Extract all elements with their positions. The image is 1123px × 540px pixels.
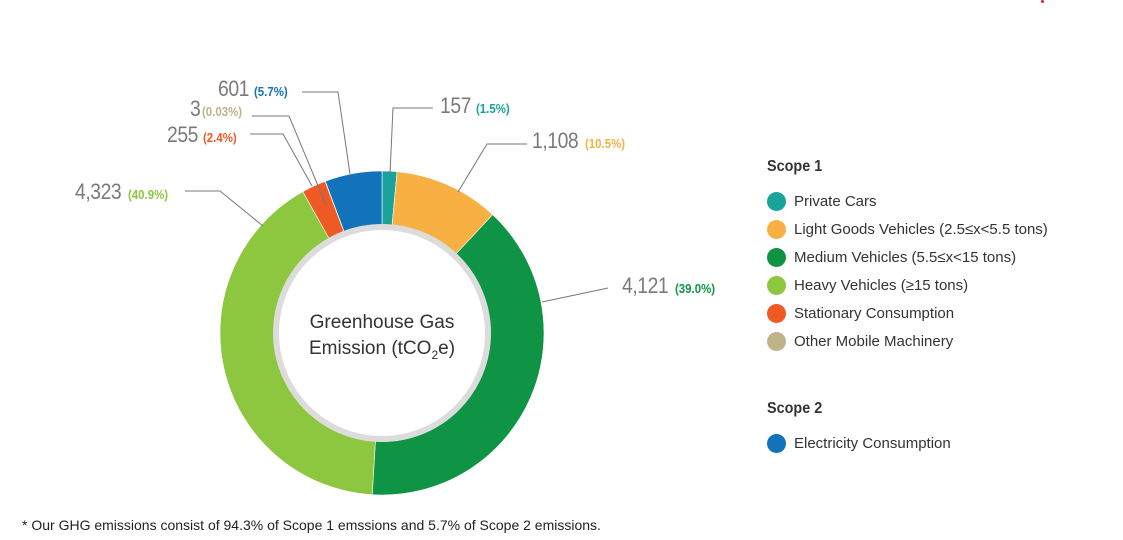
- data-label: 1,108 (10.5%): [532, 128, 631, 154]
- data-label-percent: (5.7%): [253, 84, 288, 99]
- data-label-value: 3: [190, 96, 201, 121]
- legend-label: Stationary Consumption: [794, 305, 955, 322]
- center-title-line1: Greenhouse Gas: [309, 312, 455, 333]
- legend-item: Other Mobile Machinery: [767, 323, 1048, 360]
- chart-center-title: Greenhouse Gas Emission (tCO2e): [282, 310, 482, 368]
- legend-item: Medium Vehicles (5.5≤x<15 tons): [767, 239, 1048, 276]
- leader-line: [457, 143, 527, 193]
- legend-swatch: [767, 434, 786, 453]
- leader-line: [185, 190, 264, 227]
- data-label: 3 (0.03%): [190, 96, 248, 122]
- center-title-line2: Emission (tCO2e): [308, 338, 456, 362]
- data-label-percent: (40.9%): [128, 187, 169, 202]
- legend-item: Light Goods Vehicles (2.5≤x<5.5 tons): [767, 211, 1048, 248]
- data-label-value: 157: [440, 93, 471, 118]
- legend-group-title: Scope 1: [767, 158, 823, 175]
- legend-label: Heavy Vehicles (≥15 tons): [794, 277, 969, 294]
- legend-label: Electricity Consumption: [794, 435, 951, 452]
- data-label-value: 255: [167, 122, 198, 147]
- data-label: 4,121 (39.0%): [622, 273, 721, 299]
- data-label-percent: (0.03%): [202, 104, 243, 119]
- legend-swatch: [767, 332, 786, 351]
- data-label-percent: (10.5%): [585, 136, 626, 151]
- legend-group-title: Scope 2: [767, 400, 823, 417]
- legend-swatch: [767, 276, 786, 295]
- legend-item: Heavy Vehicles (≥15 tons): [767, 267, 1048, 304]
- leader-line: [389, 107, 433, 175]
- data-label: 601 (5.7%): [218, 76, 292, 102]
- legend-label: Light Goods Vehicles (2.5≤x<5.5 tons): [794, 221, 1048, 238]
- legend-item: Electricity Consumption: [767, 425, 1048, 462]
- legend-item: Stationary Consumption: [767, 295, 1048, 332]
- data-label-value: 1,108: [532, 128, 579, 153]
- data-label-percent: (1.5%): [475, 101, 510, 116]
- leader-line: [541, 287, 609, 303]
- legend-item: Private Cars: [767, 183, 1048, 220]
- data-label: 4,323 (40.9%): [75, 179, 174, 205]
- footnote: * Our GHG emissions consist of 94.3% of …: [22, 517, 601, 533]
- data-label: 157 (1.5%): [440, 93, 514, 119]
- legend-swatch: [767, 192, 786, 211]
- leader-line: [250, 133, 313, 187]
- decorative-dot: [1041, 0, 1044, 3]
- legend-swatch: [767, 248, 786, 267]
- leader-line: [252, 115, 327, 206]
- data-label-value: 4,323: [75, 179, 122, 204]
- donut-hole: [273, 224, 491, 442]
- data-label-value: 601: [218, 76, 249, 101]
- data-label-percent: (2.4%): [202, 130, 237, 145]
- data-label-percent: (39.0%): [675, 281, 716, 296]
- legend-label: Other Mobile Machinery: [794, 333, 954, 350]
- legend-swatch: [767, 220, 786, 239]
- legend: Scope 1 Private Cars Light Goods Vehicles …: [767, 158, 1048, 462]
- legend-label: Medium Vehicles (5.5≤x<15 tons): [794, 249, 1017, 266]
- data-label-value: 4,121: [622, 273, 669, 298]
- leader-line: [302, 91, 351, 175]
- legend-label: Private Cars: [794, 193, 877, 210]
- legend-swatch: [767, 304, 786, 323]
- data-label: 255 (2.4%): [167, 122, 241, 148]
